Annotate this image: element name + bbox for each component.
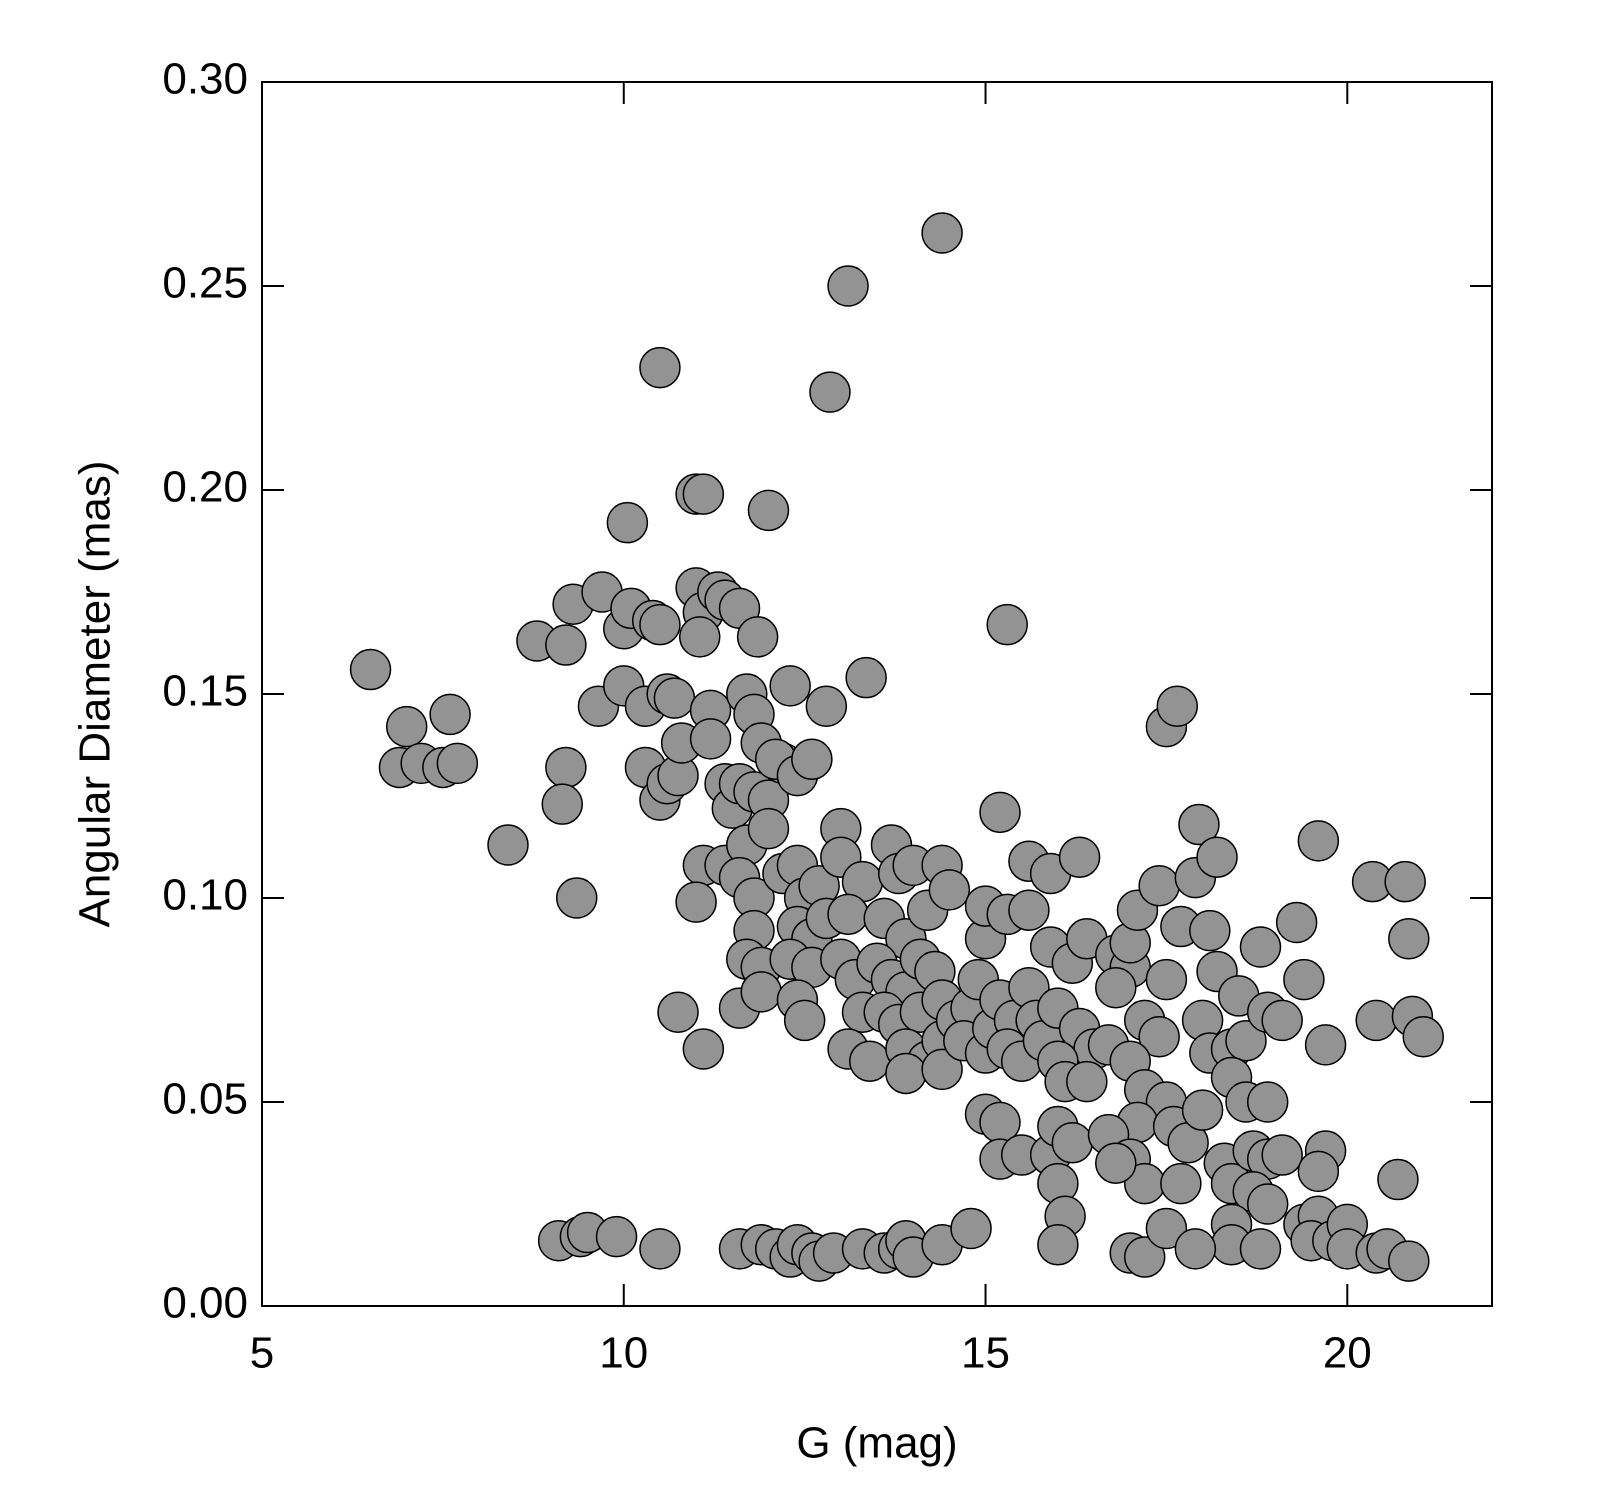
data-point xyxy=(1377,1158,1419,1201)
data-point xyxy=(436,742,479,785)
data-point xyxy=(657,991,699,1033)
data-point xyxy=(1283,958,1325,1001)
y-tick-label: 0.15 xyxy=(162,667,248,716)
data-point xyxy=(1402,1015,1445,1058)
data-point xyxy=(429,693,471,736)
y-tick-label: 0.25 xyxy=(162,259,248,308)
data-point xyxy=(1196,836,1238,878)
data-point xyxy=(1037,1224,1079,1266)
data-point xyxy=(791,738,833,781)
data-point xyxy=(1261,999,1303,1042)
data-point xyxy=(682,473,725,515)
data-point xyxy=(1174,1228,1217,1270)
data-point xyxy=(849,1040,891,1082)
data-point xyxy=(385,705,428,748)
data-point xyxy=(1384,860,1426,903)
x-tick-label: 5 xyxy=(250,1329,274,1378)
data-point xyxy=(1297,820,1340,862)
data-point xyxy=(1178,803,1220,846)
data-point xyxy=(639,603,681,646)
data-point xyxy=(1261,1134,1303,1176)
data-point xyxy=(675,881,717,923)
x-tick-label: 20 xyxy=(1323,1329,1372,1378)
data-point xyxy=(682,1028,725,1070)
data-point xyxy=(1246,1183,1289,1225)
data-point xyxy=(1051,1122,1094,1164)
data-point xyxy=(1095,967,1137,1009)
data-point xyxy=(950,1207,992,1250)
data-point xyxy=(1304,1024,1347,1066)
data-point xyxy=(885,1052,927,1095)
data-point xyxy=(595,1215,638,1258)
data-point xyxy=(747,807,790,850)
data-point xyxy=(769,665,811,707)
data-point xyxy=(928,869,971,911)
data-point xyxy=(541,783,584,825)
data-point xyxy=(1145,1207,1188,1250)
data-point xyxy=(1123,1236,1166,1278)
data-point xyxy=(827,893,869,936)
x-axis-label: G (mag) xyxy=(796,1419,957,1468)
data-point xyxy=(1160,1162,1202,1205)
data-point xyxy=(606,501,649,544)
x-tick-label: 15 xyxy=(961,1329,1010,1378)
data-point xyxy=(986,603,1028,646)
data-point xyxy=(1156,685,1199,727)
data-point xyxy=(1138,865,1180,907)
y-axis-label: Angular Diameter (mas) xyxy=(71,460,120,927)
data-point xyxy=(1181,1089,1224,1131)
data-point xyxy=(1008,889,1050,931)
data-point xyxy=(827,265,869,307)
data-point xyxy=(1355,999,1397,1042)
data-point xyxy=(653,677,696,719)
data-point xyxy=(349,648,392,691)
data-point xyxy=(1297,1150,1340,1193)
y-tick-label: 0.00 xyxy=(162,1279,248,1328)
data-point xyxy=(1239,1228,1282,1270)
data-point xyxy=(1189,909,1231,952)
data-point xyxy=(805,685,848,727)
data-point xyxy=(747,489,790,532)
data-point xyxy=(740,971,782,1013)
data-point xyxy=(1225,1020,1267,1062)
data-point xyxy=(783,999,826,1042)
data-point xyxy=(545,624,587,666)
y-tick-label: 0.30 xyxy=(162,55,248,104)
data-point xyxy=(555,877,598,919)
data-point xyxy=(921,1048,963,1091)
y-tick-label: 0.20 xyxy=(162,463,248,512)
data-point xyxy=(979,791,1021,834)
y-tick-label: 0.05 xyxy=(162,1075,248,1124)
data-point xyxy=(639,1228,681,1270)
data-point xyxy=(1388,1240,1430,1282)
data-point xyxy=(1138,1015,1180,1058)
data-point xyxy=(1066,1060,1108,1103)
data-point xyxy=(736,616,779,658)
data-point xyxy=(845,656,887,699)
data-point xyxy=(678,616,721,658)
data-point xyxy=(1058,836,1101,878)
data-point xyxy=(1246,1081,1289,1123)
data-point xyxy=(1095,1142,1137,1184)
data-point xyxy=(639,346,681,389)
data-point xyxy=(1388,918,1430,960)
data-point xyxy=(689,718,732,760)
data-point xyxy=(921,212,963,254)
data-point xyxy=(1239,926,1282,968)
data-point xyxy=(1145,958,1188,1001)
x-tick-label: 10 xyxy=(599,1329,648,1378)
data-point xyxy=(545,746,587,789)
y-tick-label: 0.10 xyxy=(162,871,248,920)
data-point xyxy=(809,371,851,413)
data-point xyxy=(487,824,529,866)
data-point xyxy=(1275,901,1318,944)
